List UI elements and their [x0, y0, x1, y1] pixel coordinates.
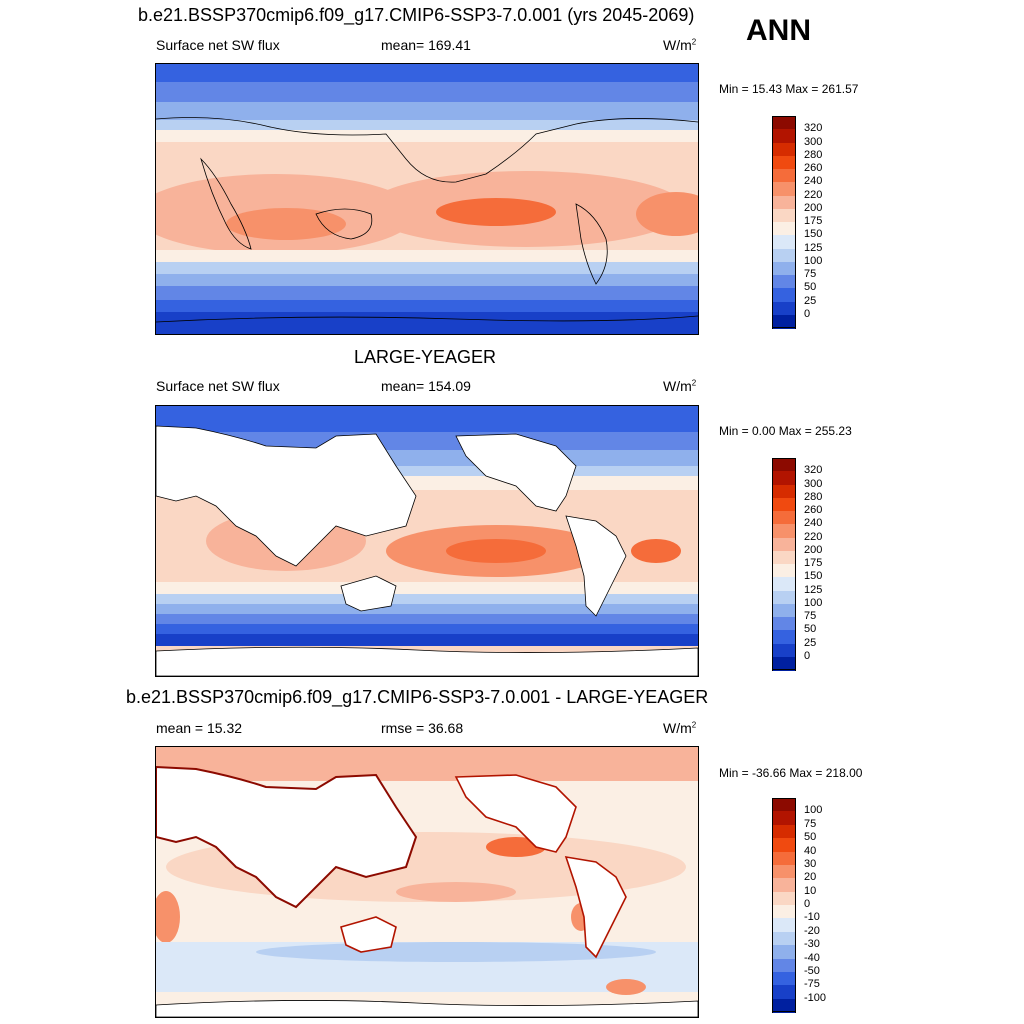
colorbar-tick-label: -100 — [804, 991, 827, 1004]
panel3-minmax: Min = -36.66 Max = 218.00 — [719, 766, 863, 780]
panel3-colorbar: 100 75 50 40 30 20 10 0 -10 -20 -30 -40 -50 -75 -100 — [772, 798, 862, 1013]
panel3-units: W/m2 — [663, 720, 697, 736]
panel2-map-field — [156, 406, 698, 676]
panel1-units: W/m2 — [663, 37, 697, 53]
colorbar-tick-label: 100 — [804, 254, 823, 267]
colorbar-tick-label: 75 — [804, 817, 817, 830]
panel2-colorbar: 320 300 280 260 240 220 200 175 150 125 100 75 50 25 0 — [772, 458, 862, 671]
colorbar-tick-label: -40 — [804, 951, 820, 964]
colorbar-tick-label: 300 — [804, 477, 823, 490]
colorbar-tick-label: -30 — [804, 938, 820, 951]
colorbar-tick-label: 30 — [804, 857, 817, 870]
panel3-map — [155, 746, 699, 1018]
panel2-variable-label: Surface net SW flux — [156, 378, 280, 394]
colorbar-tick-label: 0 — [804, 898, 811, 910]
colorbar-tick-label: 200 — [804, 543, 823, 556]
colorbar-tick-label: 260 — [804, 504, 823, 516]
colorbar-tick-label: 0 — [804, 307, 811, 320]
colorbar-tick-label: 50 — [804, 831, 817, 844]
panel3-rmse-label: rmse = 36.68 — [381, 720, 464, 736]
colorbar-tick-label: 280 — [804, 148, 823, 161]
colorbar-tick-label: 175 — [804, 557, 823, 569]
panel2-title: LARGE-YEAGER — [354, 347, 497, 367]
colorbar-frame — [772, 458, 796, 670]
colorbar-tick-label: 175 — [804, 215, 823, 227]
season-label: ANN — [746, 14, 811, 47]
colorbar-tick-label: 240 — [804, 175, 823, 188]
colorbar-tick-label: 300 — [804, 135, 823, 148]
colorbar-tick-label: 10 — [804, 884, 817, 897]
panel2-minmax: Min = 0.00 Max = 255.23 — [719, 424, 852, 438]
colorbar-frame — [772, 798, 796, 1012]
colorbar-tick-label: 150 — [804, 570, 823, 583]
panel3-mean-label: mean = 15.32 — [156, 720, 243, 736]
colorbar-tick-label: 320 — [804, 464, 823, 477]
colorbar-tick-label: 75 — [804, 268, 817, 280]
colorbar-tick-label: 240 — [804, 517, 823, 530]
colorbar-tick-label: 125 — [804, 583, 823, 596]
main-title: b.e21.BSSP370cmip6.f09_g17.CMIP6-SSP3-7.… — [138, 5, 695, 25]
panel1-minmax: Min = 15.43 Max = 261.57 — [719, 82, 859, 96]
colorbar-tick-label: 40 — [804, 844, 817, 857]
panel2-map — [155, 405, 699, 677]
panel3-map-field — [156, 747, 698, 1017]
colorbar-frame — [772, 116, 796, 328]
colorbar-tick-label: 280 — [804, 490, 823, 503]
colorbar-tick-label: 25 — [804, 294, 817, 307]
colorbar-tick-label: 150 — [804, 228, 823, 241]
colorbar-tick-label: 260 — [804, 162, 823, 174]
panel1-colorbar: 320 300 280 260 240 220 200 175 150 125 100 75 50 25 0 — [772, 116, 862, 329]
panel1-variable-label: Surface net SW flux — [156, 37, 280, 53]
colorbar-tick-label: 75 — [804, 610, 817, 622]
colorbar-tick-label: 200 — [804, 201, 823, 214]
colorbar-tick-label: 100 — [804, 596, 823, 609]
colorbar-tick-label: 125 — [804, 241, 823, 254]
colorbar-tick-label: -50 — [804, 964, 820, 977]
panel2-units: W/m2 — [663, 378, 697, 394]
panel1-mean-label: mean= 169.41 — [381, 37, 471, 53]
colorbar-tick-label: -75 — [804, 978, 820, 991]
colorbar-tick-label: -10 — [804, 911, 820, 924]
colorbar-tick-label: 50 — [804, 281, 817, 294]
colorbar-tick-label: 20 — [804, 871, 817, 884]
colorbar-tick-label: 50 — [804, 623, 817, 636]
colorbar-tick-label: -20 — [804, 924, 820, 937]
colorbar-tick-label: 220 — [804, 188, 823, 201]
colorbar-tick-label: 25 — [804, 636, 817, 649]
colorbar-tick-label: 220 — [804, 530, 823, 543]
panel3-title: b.e21.BSSP370cmip6.f09_g17.CMIP6-SSP3-7.… — [126, 687, 709, 707]
panel1-map-field — [156, 64, 698, 334]
panel1-map — [155, 63, 699, 335]
colorbar-tick-label: 100 — [804, 804, 823, 817]
colorbar-tick-label: 0 — [804, 649, 811, 662]
panel2-mean-label: mean= 154.09 — [381, 378, 471, 394]
colorbar-tick-label: 320 — [804, 122, 823, 135]
